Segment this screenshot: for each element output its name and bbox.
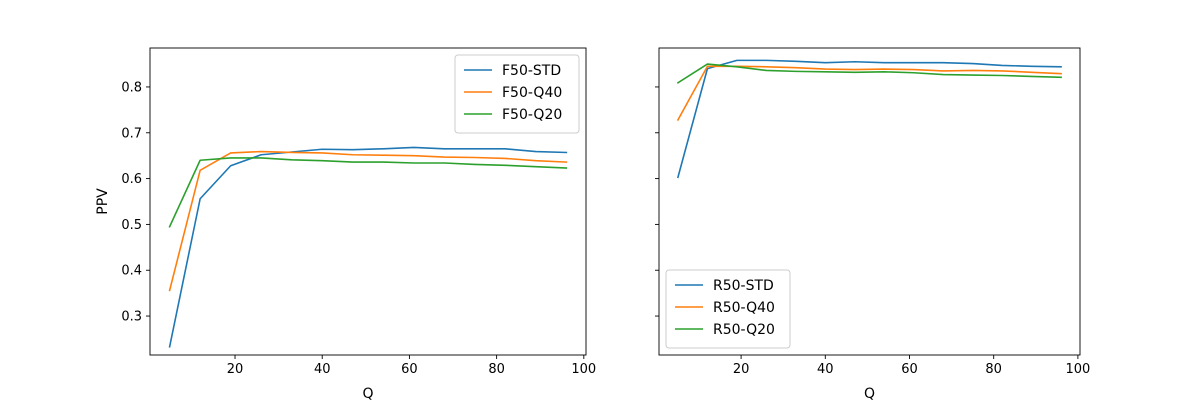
y-tick-label: 0.8 [121, 80, 142, 95]
series-line-f50-q20 [168, 157, 568, 228]
series-line-r50-q40 [676, 65, 1062, 122]
axes-frame [658, 47, 1081, 356]
y-tick-label: 0.4 [121, 264, 142, 279]
legend-label: F50-Q40 [502, 85, 562, 101]
legend: F50-STD F50-Q40 F50-Q20 [454, 54, 580, 134]
y-tick-label: 0.5 [121, 218, 142, 233]
x-tick-label: 40 [817, 362, 834, 377]
y-axis-label: PPV [95, 188, 111, 215]
legend: R50-STD R50-Q40 R50-Q20 [665, 269, 791, 349]
x-tick-label: 80 [985, 362, 1002, 377]
series-line-r50-q20 [676, 63, 1062, 84]
y-tick-label: 0.3 [121, 310, 142, 325]
x-tick-label: 100 [1065, 362, 1090, 377]
chart-panel-1: 20 40 60 80 100 0.3 0.4 0.5 0.6 0.7 0.8 Q PPV F50-STD… [95, 47, 596, 400]
series-line-f50-q40 [168, 150, 568, 292]
y-tick-label: 0.6 [121, 172, 142, 187]
x-axis-label: Q [362, 386, 373, 400]
x-tick-label: 40 [314, 362, 331, 377]
x-tick-label: 100 [571, 362, 596, 377]
legend-label: R50-Q20 [713, 322, 775, 338]
chart-panel-2: 20 40 60 80 100 Q R50-STD R50-Q40 R50-Q20 [655, 47, 1090, 400]
y-tick-label: 0.7 [121, 126, 142, 141]
legend-label: R50-STD [713, 278, 774, 294]
x-tick-label: 60 [901, 362, 918, 377]
x-tick-label: 20 [733, 362, 750, 377]
x-axis-label: Q [864, 386, 875, 400]
x-tick-label: 60 [401, 362, 418, 377]
x-tick-label: 80 [488, 362, 505, 377]
series-line-f50-std [168, 146, 568, 348]
legend-label: F50-STD [502, 63, 561, 79]
x-tick-label: 20 [227, 362, 244, 377]
axes-frame [149, 47, 587, 356]
legend-label: R50-Q40 [713, 300, 775, 316]
series-line-r50-std [676, 59, 1062, 179]
legend-label: F50-Q20 [502, 107, 562, 123]
